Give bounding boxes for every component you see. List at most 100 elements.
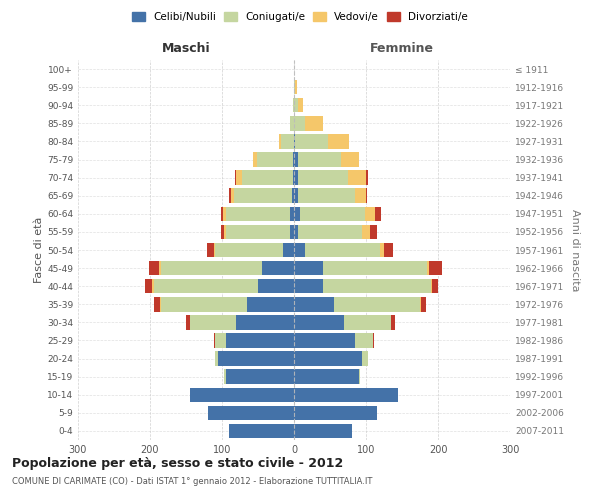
Bar: [215, 333, 226, 347]
Bar: [226, 224, 290, 239]
Bar: [257, 152, 293, 167]
Bar: [294, 206, 300, 221]
Bar: [186, 315, 190, 330]
Bar: [366, 188, 367, 203]
Bar: [298, 224, 362, 239]
Bar: [293, 152, 294, 167]
Bar: [258, 279, 294, 293]
Bar: [152, 279, 154, 293]
Bar: [376, 206, 381, 221]
Bar: [294, 170, 298, 185]
Bar: [247, 297, 294, 312]
Legend: Celibi/Nubili, Coniugati/e, Vedovi/e, Divorziati/e: Celibi/Nubili, Coniugati/e, Vedovi/e, Di…: [128, 8, 472, 26]
Y-axis label: Anni di nascita: Anni di nascita: [569, 209, 580, 291]
Bar: [294, 424, 352, 438]
Bar: [294, 134, 295, 148]
Bar: [160, 297, 161, 312]
Bar: [362, 352, 368, 366]
Bar: [236, 170, 242, 185]
Bar: [334, 297, 420, 312]
Bar: [234, 188, 292, 203]
Bar: [348, 170, 366, 185]
Bar: [359, 370, 360, 384]
Text: Popolazione per età, sesso e stato civile - 2012: Popolazione per età, sesso e stato civil…: [12, 458, 343, 470]
Bar: [281, 134, 294, 148]
Bar: [235, 170, 236, 185]
Bar: [224, 224, 226, 239]
Bar: [366, 170, 368, 185]
Bar: [236, 315, 294, 330]
Bar: [290, 206, 294, 221]
Bar: [294, 224, 298, 239]
Bar: [279, 134, 281, 148]
Bar: [355, 188, 366, 203]
Bar: [294, 388, 398, 402]
Y-axis label: Fasce di età: Fasce di età: [34, 217, 44, 283]
Bar: [230, 188, 234, 203]
Bar: [391, 315, 395, 330]
Bar: [373, 333, 374, 347]
Bar: [229, 188, 230, 203]
Bar: [294, 188, 298, 203]
Bar: [207, 243, 214, 257]
Bar: [290, 116, 294, 130]
Bar: [215, 352, 218, 366]
Bar: [362, 224, 370, 239]
Bar: [305, 116, 323, 130]
Bar: [160, 261, 161, 276]
Text: Maschi: Maschi: [161, 42, 211, 54]
Bar: [370, 224, 377, 239]
Bar: [323, 261, 427, 276]
Bar: [298, 98, 304, 112]
Bar: [226, 206, 290, 221]
Bar: [432, 279, 438, 293]
Bar: [341, 152, 359, 167]
Bar: [323, 279, 431, 293]
Bar: [430, 261, 442, 276]
Text: COMUNE DI CARIMATE (CO) - Dati ISTAT 1° gennaio 2012 - Elaborazione TUTTITALIA.I: COMUNE DI CARIMATE (CO) - Dati ISTAT 1° …: [12, 478, 373, 486]
Bar: [145, 279, 152, 293]
Bar: [290, 224, 294, 239]
Bar: [293, 98, 294, 112]
Bar: [292, 188, 294, 203]
Bar: [154, 297, 160, 312]
Bar: [328, 134, 349, 148]
Bar: [298, 152, 341, 167]
Bar: [380, 243, 384, 257]
Bar: [294, 98, 298, 112]
Bar: [229, 424, 294, 438]
Bar: [215, 243, 283, 257]
Bar: [420, 297, 421, 312]
Bar: [294, 279, 323, 293]
Bar: [262, 261, 294, 276]
Bar: [283, 243, 294, 257]
Bar: [294, 352, 362, 366]
Bar: [344, 315, 391, 330]
Bar: [190, 315, 236, 330]
Bar: [294, 406, 377, 420]
Bar: [293, 170, 294, 185]
Bar: [294, 315, 344, 330]
Bar: [208, 406, 294, 420]
Bar: [294, 116, 305, 130]
Bar: [154, 279, 258, 293]
Bar: [305, 243, 380, 257]
Bar: [294, 370, 359, 384]
Bar: [421, 297, 427, 312]
Bar: [253, 152, 257, 167]
Bar: [218, 352, 294, 366]
Bar: [226, 333, 294, 347]
Bar: [355, 333, 373, 347]
Bar: [295, 134, 328, 148]
Bar: [161, 261, 262, 276]
Bar: [294, 261, 323, 276]
Bar: [298, 188, 355, 203]
Bar: [295, 80, 297, 94]
Bar: [365, 206, 376, 221]
Bar: [294, 297, 334, 312]
Bar: [242, 170, 293, 185]
Bar: [221, 224, 224, 239]
Bar: [214, 243, 215, 257]
Bar: [298, 170, 348, 185]
Bar: [161, 297, 247, 312]
